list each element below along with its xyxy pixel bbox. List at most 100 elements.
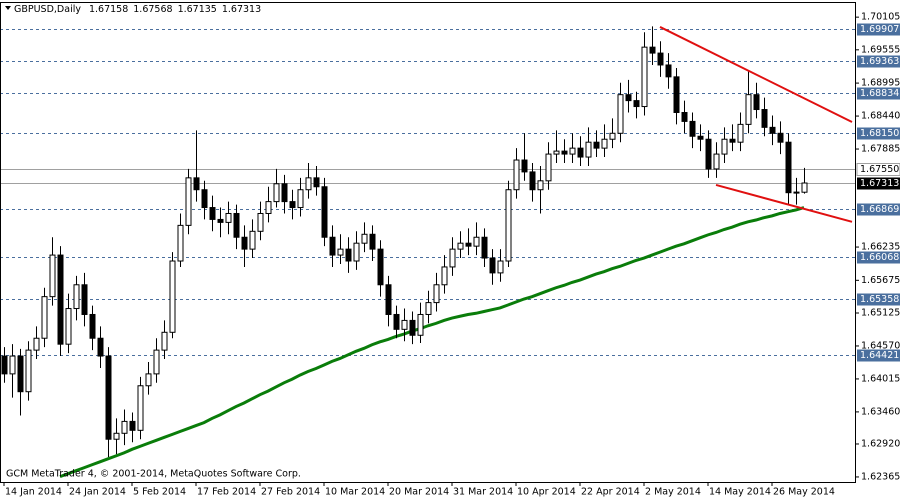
candle-body xyxy=(345,248,352,262)
level-label: 1.69363 xyxy=(860,56,899,67)
y-tick-label: 1.69555 xyxy=(861,44,900,55)
candle-body xyxy=(201,189,208,209)
candle-body xyxy=(649,46,656,54)
x-tick-label: 14 Jan 2014 xyxy=(5,487,62,498)
last-high: 1.67568 xyxy=(133,4,172,15)
x-tick-label: 14 May 2014 xyxy=(709,487,771,498)
y-tick-label: 1.70105 xyxy=(861,12,900,23)
ask-label: 1.67550 xyxy=(860,164,899,175)
candle-body xyxy=(241,236,248,250)
candle-body xyxy=(393,313,400,330)
candle-body xyxy=(425,302,432,315)
candle-body xyxy=(505,189,512,262)
moving-average xyxy=(59,206,805,479)
level-label: 1.66869 xyxy=(860,204,899,215)
candle-body xyxy=(593,141,600,149)
candle-body xyxy=(721,138,728,155)
level-label-box xyxy=(857,87,900,100)
last-open: 1.67158 xyxy=(89,4,128,15)
candle-body xyxy=(745,94,752,125)
level-label: 1.69907 xyxy=(860,24,899,35)
x-tick-label: 10 Mar 2014 xyxy=(325,487,385,498)
candle-body xyxy=(545,153,552,182)
candle-body xyxy=(361,233,368,244)
candle-body xyxy=(329,236,336,256)
candle-body xyxy=(249,230,256,250)
candle-body xyxy=(553,150,560,155)
candle-body xyxy=(113,432,120,440)
candle-body xyxy=(153,349,160,375)
y-tick-label: 1.67885 xyxy=(861,144,900,155)
candle-body xyxy=(305,177,312,191)
candle-body xyxy=(577,147,584,158)
candle-body xyxy=(633,100,640,108)
candle-body xyxy=(225,212,232,223)
level-label: 1.65358 xyxy=(860,294,899,305)
candle-body xyxy=(769,126,776,134)
candle-body xyxy=(449,248,456,268)
level-label-box xyxy=(857,349,900,362)
x-tick-label: 24 Jan 2014 xyxy=(69,487,126,498)
last-low: 1.67135 xyxy=(178,4,217,15)
x-tick-label: 5 Feb 2014 xyxy=(133,487,186,498)
candle-body xyxy=(273,183,280,203)
candle-body xyxy=(433,284,440,304)
candle-body xyxy=(105,355,112,440)
candle-body xyxy=(377,248,384,286)
candle-body xyxy=(513,159,520,191)
candle-body xyxy=(609,132,616,140)
candle-body xyxy=(257,212,264,232)
candle-body xyxy=(89,313,96,339)
candle-body xyxy=(385,284,392,315)
level-label-box xyxy=(857,127,900,140)
candle-body xyxy=(473,236,480,247)
candle-body xyxy=(65,308,72,345)
trendline xyxy=(715,184,853,223)
candle-body xyxy=(233,212,240,238)
candle-body xyxy=(401,319,408,330)
candle-body xyxy=(417,313,424,336)
candle-body xyxy=(57,254,64,345)
x-tick-label: 27 Feb 2014 xyxy=(261,487,320,498)
y-tick-label: 1.62365 xyxy=(861,471,900,482)
candle-body xyxy=(281,183,288,203)
candle-body xyxy=(41,296,48,339)
candle-body xyxy=(681,111,688,122)
candle-body xyxy=(217,218,224,223)
y-tick-label: 1.65675 xyxy=(861,275,900,286)
level-label-box xyxy=(857,203,900,216)
y-tick-label: 1.64570 xyxy=(861,340,900,351)
candle-body xyxy=(529,171,536,191)
y-tick-label: 1.68995 xyxy=(861,78,900,89)
candle-body xyxy=(777,132,784,143)
x-tick-label: 20 Mar 2014 xyxy=(389,487,449,498)
candle-body xyxy=(169,260,176,333)
footer: GCM MetaTrader 4, © 2001-2014, MetaQuote… xyxy=(6,469,301,480)
trendline xyxy=(659,26,853,123)
candle-body xyxy=(761,109,768,128)
level-label-box xyxy=(857,251,900,264)
candle-body xyxy=(713,153,720,170)
plot-marks xyxy=(1,26,853,479)
level-label-box xyxy=(857,293,900,306)
candle-body xyxy=(209,207,216,220)
x-tick-label: 26 May 2014 xyxy=(773,487,835,498)
candle-body xyxy=(465,242,472,247)
ask-label-box xyxy=(856,163,900,176)
level-label: 1.64421 xyxy=(860,350,899,361)
candle-body xyxy=(537,180,544,191)
candle-body xyxy=(1,355,8,375)
price-label-box xyxy=(857,177,900,190)
candle-body xyxy=(657,52,664,66)
candle-body xyxy=(289,201,296,209)
price-label: 1.67313 xyxy=(860,178,899,189)
candle-body xyxy=(145,373,152,387)
candle-body xyxy=(97,337,104,357)
candle-body xyxy=(313,177,320,188)
x-tick-label: 17 Feb 2014 xyxy=(197,487,256,498)
candle-body xyxy=(9,355,16,375)
level-label: 1.68834 xyxy=(860,88,899,99)
x-tick-label: 2 May 2014 xyxy=(645,487,701,498)
candle-body xyxy=(665,64,672,78)
